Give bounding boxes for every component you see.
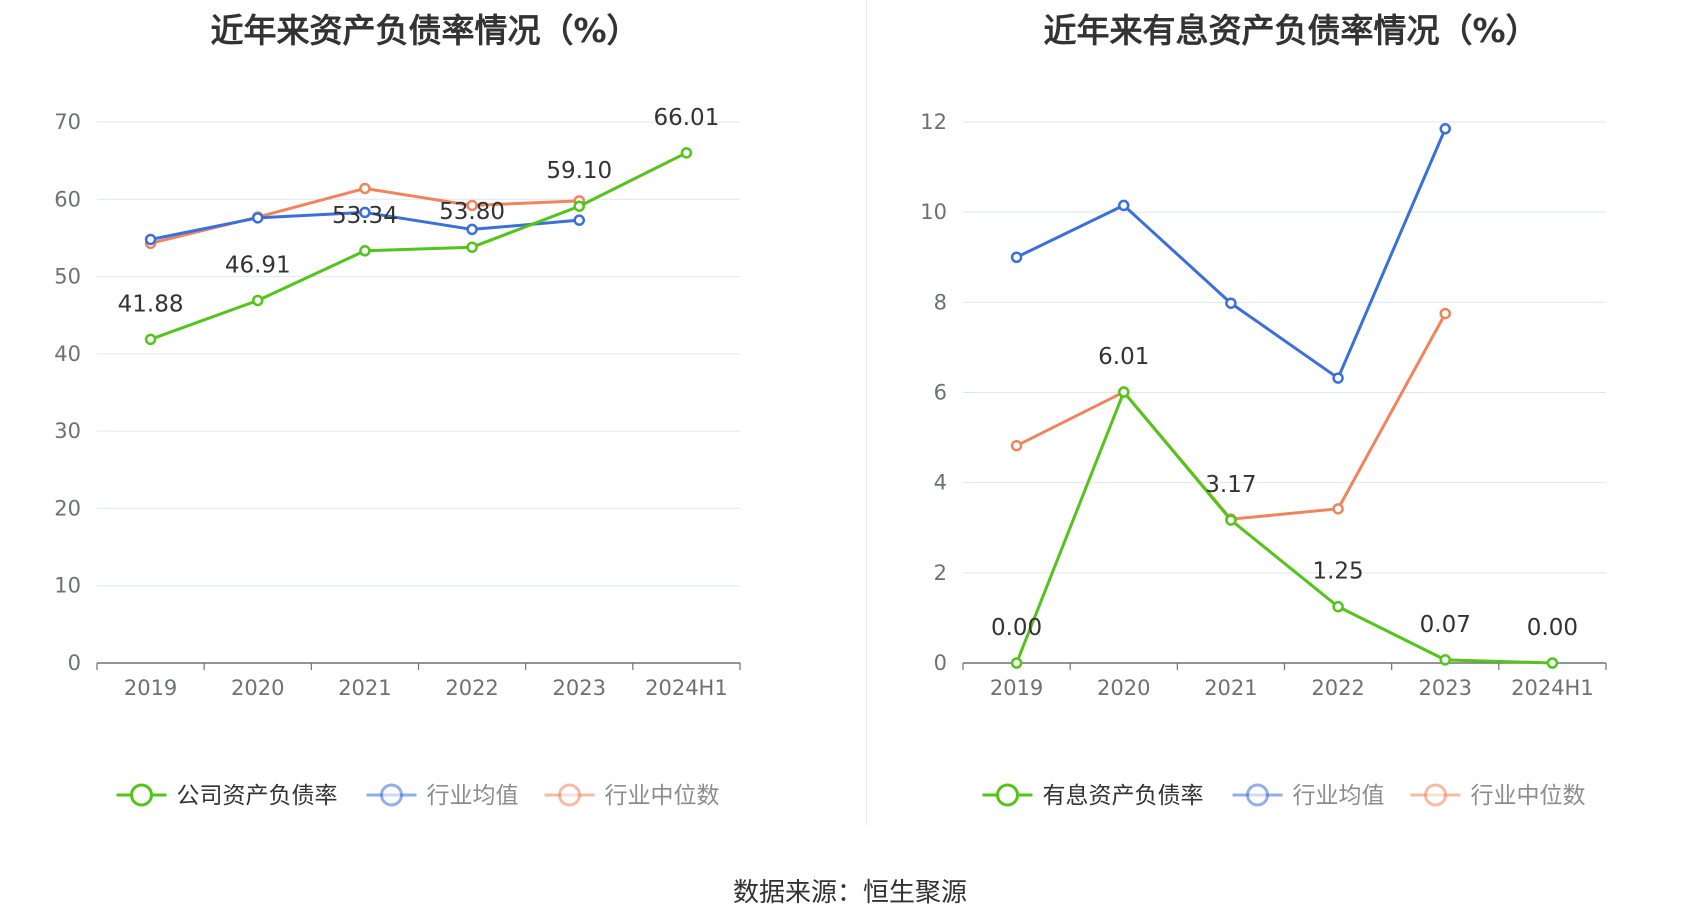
data-label: 46.91 xyxy=(225,252,291,278)
y-tick-label: 6 xyxy=(934,381,947,405)
x-tick-label: 2020 xyxy=(1097,676,1150,700)
x-tick-label: 2023 xyxy=(1419,676,1472,700)
data-point[interactable] xyxy=(1546,657,1559,669)
data-point[interactable] xyxy=(466,241,478,253)
legend-marker xyxy=(380,783,403,807)
data-point[interactable] xyxy=(1225,297,1237,309)
data-label: 1.25 xyxy=(1312,559,1363,585)
data-label: 0.07 xyxy=(1420,612,1471,638)
x-tick-label: 2019 xyxy=(124,676,177,700)
y-tick-label: 4 xyxy=(934,471,947,495)
data-point[interactable] xyxy=(1332,372,1344,384)
x-tick-label: 2021 xyxy=(1204,676,1257,700)
data-label: 66.01 xyxy=(653,105,719,131)
x-tick-label: 2022 xyxy=(445,676,498,700)
data-source-footer: 数据来源：恒生聚源 xyxy=(732,878,967,908)
data-label: 3.17 xyxy=(1205,472,1256,498)
legend-item[interactable]: 公司资产负债率 xyxy=(116,783,338,809)
legend-label: 行业中位数 xyxy=(605,783,720,809)
data-label: 6.01 xyxy=(1098,344,1149,370)
data-label: 53.34 xyxy=(332,203,398,229)
x-tick-label: 2021 xyxy=(338,676,391,700)
data-point[interactable] xyxy=(252,294,264,307)
y-tick-label: 10 xyxy=(54,574,81,598)
series-line xyxy=(1015,390,1553,665)
series-line xyxy=(150,151,688,341)
data-point[interactable] xyxy=(144,233,157,246)
legend-marker xyxy=(1246,783,1269,807)
interest-liability-line-chart: 0 2 4 6 8 10 12 2019 2020 2021 2022 2023 2024H1 0.00 6… xyxy=(920,110,1607,809)
x-tick-label: 2020 xyxy=(231,676,284,700)
data-label: 0.00 xyxy=(1527,615,1578,641)
y-tick-label: 2 xyxy=(934,561,947,585)
legend-label: 行业均值 xyxy=(427,783,519,809)
legend-label: 行业中位数 xyxy=(1471,783,1586,809)
data-point[interactable] xyxy=(1332,503,1344,515)
data-point[interactable] xyxy=(252,212,264,224)
y-tick-label: 50 xyxy=(54,265,81,289)
data-point[interactable] xyxy=(466,199,478,212)
data-label: 53.80 xyxy=(439,199,505,225)
y-tick-label: 8 xyxy=(934,290,947,314)
legend-marker xyxy=(558,783,581,807)
x-tick-label: 2022 xyxy=(1311,676,1364,700)
series-line xyxy=(1015,128,1447,380)
x-tick-label: 2023 xyxy=(553,676,606,700)
legend-item[interactable]: 行业均值 xyxy=(1232,783,1385,809)
panel-divider xyxy=(866,0,867,825)
y-tick-label: 40 xyxy=(54,342,81,366)
legend-label: 行业均值 xyxy=(1293,783,1385,809)
y-tick-label: 30 xyxy=(54,419,81,443)
data-point[interactable] xyxy=(573,200,585,212)
y-tick-label: 12 xyxy=(920,110,947,134)
legend-item[interactable]: 行业均值 xyxy=(366,783,519,809)
data-point[interactable] xyxy=(144,333,157,346)
y-tick-label: 0 xyxy=(934,651,947,675)
chart-title: 近年来有息资产负债率情况（%） xyxy=(1043,11,1539,50)
data-point[interactable] xyxy=(359,245,371,257)
asset-liability-line-chart: 0 10 20 30 40 50 60 70 2019 2020 2021 2022 2023 2024H… xyxy=(54,105,741,809)
data-point[interactable] xyxy=(1439,123,1451,135)
legend-item[interactable]: 行业中位数 xyxy=(544,783,720,809)
data-label: 41.88 xyxy=(118,291,184,317)
x-tick-label: 2019 xyxy=(990,676,1043,700)
data-point[interactable] xyxy=(359,206,371,219)
legend-marker xyxy=(1424,783,1447,807)
x-tick-label: 2024H1 xyxy=(645,676,728,700)
data-label: 0.00 xyxy=(991,615,1042,641)
data-point[interactable] xyxy=(573,214,585,226)
y-tick-label: 10 xyxy=(920,200,947,224)
data-point[interactable] xyxy=(1118,386,1130,398)
legend-label: 公司资产负债率 xyxy=(177,783,338,809)
data-point[interactable] xyxy=(466,223,478,236)
y-tick-label: 20 xyxy=(54,496,81,520)
legend-item[interactable]: 行业中位数 xyxy=(1410,783,1586,809)
y-tick-label: 0 xyxy=(68,651,81,675)
chart-title: 近年来资产负债率情况（%） xyxy=(210,11,640,50)
data-label: 59.10 xyxy=(546,158,612,184)
y-tick-label: 60 xyxy=(54,187,81,211)
data-point[interactable] xyxy=(1439,654,1451,666)
data-point[interactable] xyxy=(1010,439,1023,452)
legend-label: 有息资产负债率 xyxy=(1043,783,1204,809)
legend-marker xyxy=(996,783,1019,807)
data-point[interactable] xyxy=(1439,307,1451,320)
data-point[interactable] xyxy=(1225,514,1237,526)
legend-marker xyxy=(130,783,153,807)
data-point[interactable] xyxy=(1118,199,1130,212)
interest-liability-chart-panel: 近年来有息资产负债率情况（%） 0 2 4 6 8 10 12 2019 2020 2021 202… xyxy=(866,0,1700,830)
x-tick-label: 2024H1 xyxy=(1511,676,1594,700)
y-tick-label: 70 xyxy=(54,110,81,134)
data-point[interactable] xyxy=(1332,600,1344,613)
legend-item[interactable]: 有息资产负债率 xyxy=(982,783,1204,809)
data-point[interactable] xyxy=(680,147,693,159)
data-point[interactable] xyxy=(1010,657,1023,669)
asset-liability-chart-panel: 近年来资产负债率情况（%） 0 10 20 30 40 50 60 70 2019 2020 202… xyxy=(0,0,850,830)
data-point[interactable] xyxy=(1010,251,1023,263)
data-point[interactable] xyxy=(359,182,371,195)
